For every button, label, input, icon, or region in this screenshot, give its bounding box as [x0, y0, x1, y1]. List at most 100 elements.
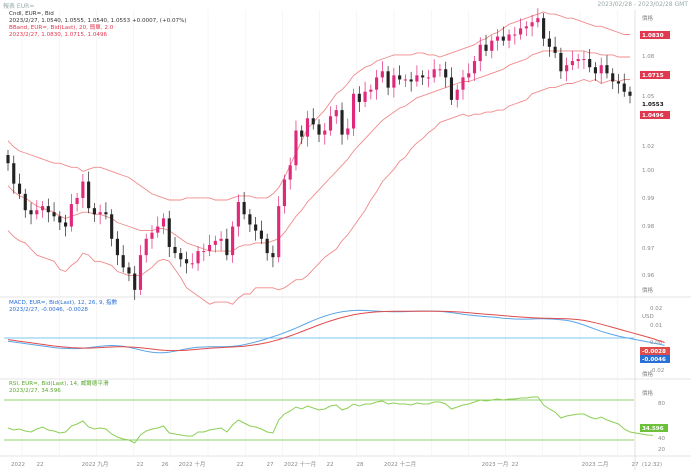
candle-body — [92, 208, 96, 215]
price-tick-label: 0.97 — [642, 246, 655, 252]
time-axis-label: 2022 十二月 — [384, 460, 416, 468]
candle-body — [81, 181, 85, 198]
price-axis-unit: 價格 — [642, 14, 654, 22]
candle-body — [369, 89, 373, 92]
candle-body — [357, 93, 361, 102]
candle-body — [190, 263, 194, 265]
candle-body — [426, 77, 430, 79]
candle-body — [35, 210, 39, 215]
price-tag-box — [640, 100, 670, 108]
candle-body — [599, 65, 603, 74]
time-axis-label: 27 — [632, 462, 639, 468]
bband-legend-title: BBand, EUR=, Bid(Last), 20, 簡單, 2.0 — [9, 25, 114, 31]
candle-body — [196, 251, 200, 264]
candle-body — [69, 204, 73, 227]
candle-body — [156, 226, 160, 233]
candle-body — [484, 44, 488, 51]
candle-body — [294, 130, 298, 166]
candle-body — [375, 77, 379, 90]
rsi-tick-label: 80 — [658, 401, 665, 407]
candle-body — [259, 230, 263, 239]
candle-body — [576, 59, 580, 62]
price-tag-label: 1.0553 — [642, 102, 664, 108]
time-axis-label: 2022 九月 — [82, 460, 109, 468]
price-tick-label: 1.00 — [642, 168, 655, 174]
candle-body — [628, 91, 632, 96]
window-title: 報表 EUR= — [3, 3, 35, 10]
candle-body — [605, 65, 609, 74]
candle-body — [138, 255, 143, 290]
bband-line-bband-middle — [7, 50, 630, 252]
candle-body — [323, 130, 327, 135]
date-range: 2023/02/28 - 2023/02/28 GMT — [597, 1, 688, 8]
candle-body — [75, 197, 79, 205]
candle-body — [495, 36, 500, 41]
time-axis-label: 22 — [37, 462, 44, 468]
candle-body — [472, 61, 477, 74]
candle-body — [311, 118, 315, 125]
price-tick-label: 0.98 — [642, 224, 655, 230]
time-axis-label: 2022 十月 — [179, 460, 206, 468]
time-axis-label: 27 — [267, 462, 274, 468]
macd-legend-title: MACD, EUR=, Bid(Last), 12, 26, 9, 指數 — [9, 300, 118, 306]
candle-body — [467, 73, 471, 78]
candle-body — [565, 65, 569, 72]
time-axis-label: 2023 一月 — [482, 461, 509, 468]
candle-body — [513, 34, 517, 36]
candle-body — [559, 52, 563, 72]
candle-body — [282, 179, 287, 207]
candle-body — [478, 44, 482, 62]
rsi-legend-title: RSI, EUR=, Bid(Last), 14, 威爾德平滑 — [9, 381, 109, 387]
candle-body — [340, 110, 344, 135]
price-axis-bottom-label: 價格 — [642, 286, 654, 294]
time-axis-label: 2022 — [11, 462, 25, 468]
candle-body — [242, 202, 246, 215]
candle-body — [380, 71, 384, 78]
candle-body — [300, 130, 304, 137]
candle-body — [449, 77, 454, 100]
candle-body — [351, 93, 356, 129]
time-axis-label: 26 — [162, 462, 169, 468]
bband-legend-values: 2023/2/27, 1.0830, 1.0715, 1.0496 — [9, 32, 108, 38]
candle-body — [524, 26, 528, 29]
price-tag-label: 1.0830 — [642, 33, 664, 39]
candle-body — [115, 238, 119, 256]
bband-line-bband-upper — [7, 11, 630, 201]
candle-body — [461, 77, 465, 90]
time-axis-label: 2023 二月 — [582, 461, 609, 468]
candle-body — [616, 81, 621, 84]
price-tick-label: 1.08 — [642, 54, 655, 60]
rsi-tick-label: 40 — [658, 436, 665, 442]
macd-tag-label: -0.0046 — [642, 357, 666, 363]
candle-body — [593, 67, 598, 74]
candle-body — [611, 73, 615, 82]
candle-body — [98, 212, 102, 215]
macd-axis-bottom-label: 價格 — [642, 370, 654, 378]
macd-series-signal — [7, 310, 665, 352]
candle-body — [363, 91, 367, 102]
candle-body — [409, 79, 413, 82]
candle-body — [208, 244, 212, 252]
candle-body — [553, 46, 557, 53]
candle-body — [12, 163, 16, 184]
price-tick-label: 0.99 — [642, 196, 655, 202]
candle-body — [547, 38, 551, 47]
candle-body — [29, 210, 33, 215]
candle-body — [421, 75, 425, 78]
macd-tick-label: -0.02 — [650, 368, 664, 374]
candle-body — [536, 18, 540, 23]
candle-body — [58, 216, 62, 223]
price-tag-box — [640, 111, 670, 119]
candle-body — [346, 128, 350, 135]
candle-body — [231, 226, 235, 256]
candle-body — [519, 28, 523, 35]
price-legend: Cndl, EUR=, Bid 2023/2/27, 1.0540, 1.055… — [9, 11, 187, 39]
price-tick-label: 1.02 — [642, 144, 654, 150]
price-tag-box — [640, 31, 670, 39]
candle-body — [254, 224, 258, 231]
candle-body — [582, 59, 586, 61]
candle-body — [64, 222, 68, 227]
candle-body — [328, 116, 333, 131]
